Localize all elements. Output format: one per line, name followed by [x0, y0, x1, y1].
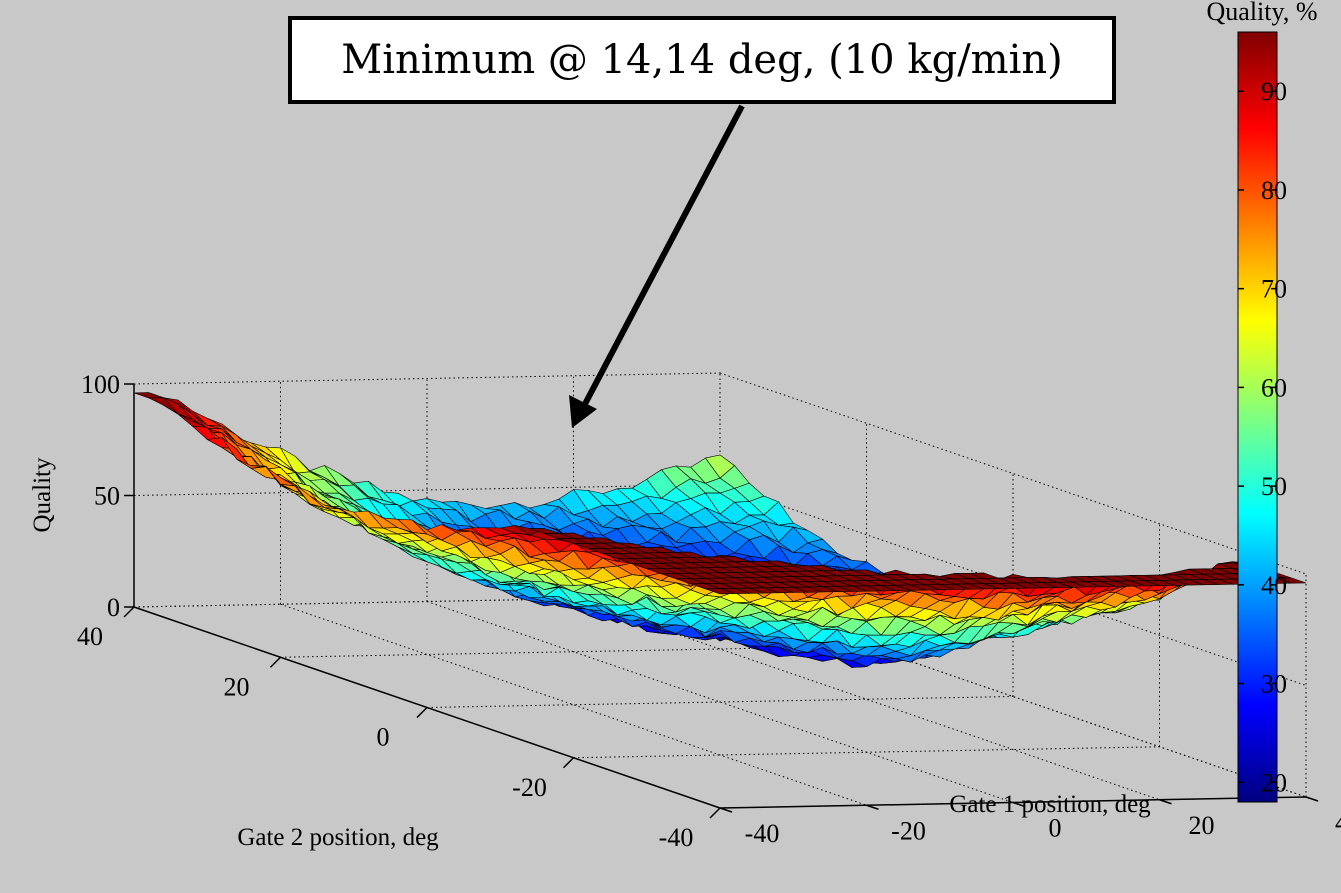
y-tick	[269, 656, 282, 668]
colorbar-ticks: 20 30 40 50 60 70 80 90	[1238, 77, 1287, 797]
floor-grid-line	[280, 645, 867, 658]
colorbar-tick-label: 30	[1261, 670, 1287, 699]
colorbar-tick-label: 60	[1261, 373, 1287, 402]
x-tick-label: 0	[1049, 814, 1062, 843]
colorbar-tick-label: 50	[1261, 472, 1287, 501]
colorbar-label: Quality, %	[1207, 0, 1318, 26]
y-tick-label: 20	[224, 672, 250, 701]
colorbar	[1237, 31, 1278, 803]
colorbar-tick-label: 40	[1261, 571, 1287, 600]
x-tick-label: 20	[1189, 811, 1215, 840]
colorbar-tick-label: 90	[1261, 77, 1287, 106]
x-tick	[719, 807, 733, 813]
axes-lines	[123, 383, 1319, 819]
x-tick	[1012, 801, 1026, 808]
z-tick-label: 50	[94, 482, 120, 511]
axes-grid	[133, 372, 1307, 809]
x-tick	[866, 804, 879, 810]
x-tick-label: -20	[891, 816, 926, 845]
y-tick	[709, 807, 721, 819]
annotation-arrow	[569, 104, 745, 428]
z-tick-label: 100	[81, 370, 120, 399]
z-axis-label: Quality	[29, 457, 56, 532]
surface-patch	[881, 569, 911, 576]
x-tick	[1305, 796, 1319, 802]
y-tick-label: -20	[512, 773, 547, 802]
x-tick	[1159, 799, 1172, 805]
x-tick-label: 40	[1335, 808, 1341, 837]
y-axis-label: Gate 2 position, deg	[237, 824, 439, 851]
x-tick-label: -40	[745, 819, 780, 848]
tick-labels: 0 50 100 40 20 0 -20 -40 -40 -20 0 20 40	[77, 370, 1341, 852]
y-tick-label: -40	[659, 823, 694, 852]
quality-surface	[133, 392, 1307, 668]
y-tick	[416, 706, 428, 719]
x-axis-label: Gate 1 position, deg	[949, 791, 1151, 818]
minimum-annotation: Minimum @ 14,14 deg, (10 kg/min)	[288, 16, 1116, 104]
colorbar-tick-label: 20	[1261, 768, 1287, 797]
y-tick-label: 0	[377, 723, 390, 752]
y-tick	[562, 757, 575, 769]
y-tick-label: 40	[77, 622, 103, 651]
surface-patch	[705, 588, 735, 595]
wall-grid-line	[133, 484, 721, 496]
colorbar-tick-label: 70	[1261, 275, 1287, 304]
wall-grid-line	[133, 372, 721, 385]
z-tick-label: 0	[107, 593, 120, 622]
y-tick	[123, 606, 135, 618]
surface-patch	[133, 392, 164, 399]
floor-grid-line	[426, 696, 1014, 708]
colorbar-tick-label: 80	[1261, 176, 1287, 205]
